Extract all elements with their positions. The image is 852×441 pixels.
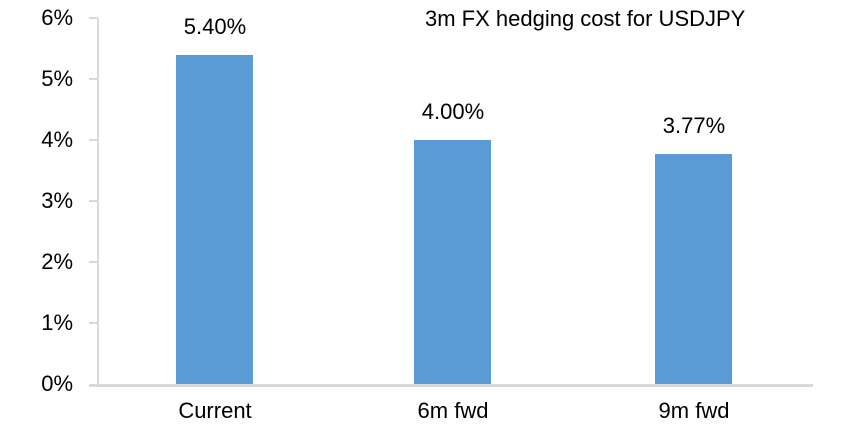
y-axis-tick-label: 6% [41,5,73,30]
bar-6m-fwd [414,140,491,384]
category-label-6m-fwd: 6m fwd [417,398,489,423]
x-axis-line [89,384,813,387]
y-axis-tick-label: 5% [41,66,73,91]
y-axis-tick-label: 3% [41,188,73,213]
bar-9m-fwd [655,154,732,384]
data-label-current: 5.40% [183,14,247,39]
y-axis-tick-mark [89,261,98,263]
y-axis-tick-mark [89,139,98,141]
data-label-6m-fwd: 4.00% [421,99,485,124]
bar-current [176,55,253,384]
y-axis-tick-label: 4% [41,127,73,152]
data-label-9m-fwd: 3.77% [662,113,726,138]
chart-title: 3m FX hedging cost for USDJPY [425,6,746,31]
y-axis-tick-mark [89,322,98,324]
category-label-9m-fwd: 9m fwd [658,398,730,423]
y-axis-line [97,18,99,386]
category-label-current: Current [178,398,252,423]
y-axis-tick-label: 0% [41,371,73,396]
y-axis-tick-label: 1% [41,310,73,335]
y-axis-tick-mark [89,78,98,80]
y-axis-tick-mark [89,200,98,202]
y-axis-tick-label: 2% [41,249,73,274]
y-axis-tick-mark [89,17,98,19]
